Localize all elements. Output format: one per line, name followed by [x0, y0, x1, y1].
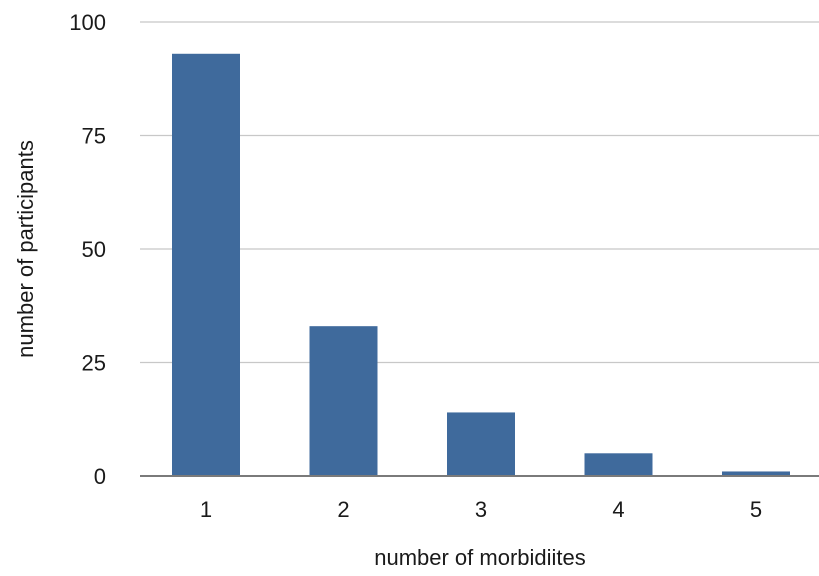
x-tick-label: 1: [200, 497, 212, 522]
x-tick-label: 5: [750, 497, 762, 522]
gridlines: [140, 21, 819, 364]
bar: [172, 53, 240, 476]
x-tick-label: 3: [475, 497, 487, 522]
y-tick-label: 75: [82, 124, 106, 149]
x-axis-ticks: 1 2 3 4 5: [200, 497, 762, 522]
bar: [447, 412, 515, 476]
x-tick-label: 2: [337, 497, 349, 522]
bar: [584, 453, 653, 476]
y-axis-label: number of participants: [13, 140, 38, 358]
bar: [309, 326, 378, 476]
y-tick-label: 50: [82, 237, 106, 262]
y-tick-label: 100: [69, 10, 106, 35]
y-axis-ticks: 0 25 50 75 100: [69, 10, 106, 489]
bar: [722, 471, 790, 476]
bars: [172, 53, 790, 476]
y-tick-label: 25: [82, 351, 106, 376]
y-tick-label: 0: [94, 464, 106, 489]
x-tick-label: 4: [612, 497, 624, 522]
x-axis-label: number of morbidiites: [374, 545, 586, 570]
